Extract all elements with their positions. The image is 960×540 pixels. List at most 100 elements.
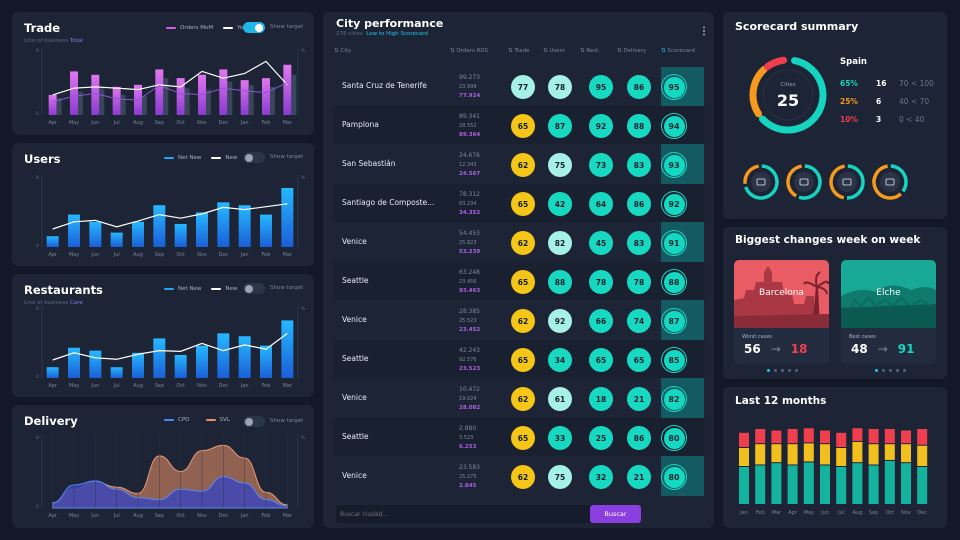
rest-score: 66 (589, 309, 613, 333)
stat-count: 16 (876, 79, 887, 88)
x-tick-label: Nov (197, 252, 207, 258)
trade-bar-orders (91, 74, 100, 115)
bar-net-new (217, 333, 230, 378)
table-row[interactable]: Seattle 2.880 3.523 6.253 65 33 25 86 80 (333, 418, 705, 456)
orders-value: 89.341 (459, 113, 480, 120)
table-row[interactable]: San Sebastián 24.676 12.343 24.567 62 75 73 83 9… (333, 145, 705, 183)
delivery-score: 86 (627, 192, 651, 216)
stacked-bar-segment (901, 444, 911, 463)
x-tick-label: Aug (133, 383, 143, 389)
stacked-bar-segment (901, 430, 911, 444)
x-tick-label: Apr (48, 120, 58, 126)
restaurants-show-target-toggle[interactable] (243, 283, 265, 294)
x-tick-label: Jul (113, 252, 120, 258)
x-tick-label: Mar (283, 120, 293, 126)
trade-bar-yoy (227, 81, 233, 115)
x-tick-label: Mar (283, 383, 293, 389)
bar-net-new (110, 367, 123, 378)
search-button[interactable]: Buscar (590, 505, 641, 523)
orders-value: 10.472 (459, 386, 480, 393)
best-case-card[interactable]: Elche Best cases 48 → 91 (841, 260, 936, 364)
orders-values: 54.453 25.823 53.239 (459, 229, 480, 258)
x-tick-label: Apr (48, 383, 58, 389)
show-target-label: Show target (270, 154, 304, 160)
column-header-users[interactable]: ⇅ Users (543, 48, 565, 54)
mini-ring-teal (890, 164, 908, 193)
trade-bar-yoy (270, 86, 275, 115)
cpo-area (52, 476, 288, 509)
bar-net-new (46, 367, 59, 378)
orders-value: 24.676 (459, 152, 480, 159)
trade-bar-orders (219, 69, 228, 115)
scorecard-value: 85 (663, 349, 685, 371)
table-row[interactable]: Seattle 63.248 23.456 93.463 65 88 78 78 88 (333, 262, 705, 300)
stacked-bar-segment (771, 430, 782, 444)
trade-legend: Orders MoM YoY (166, 25, 246, 31)
restaurants-panel: Restaurants Line of business Core Net Ne… (12, 274, 314, 397)
column-header-scorecard[interactable]: ⇅ Scorecard (661, 48, 695, 54)
delivery-score: 74 (627, 309, 651, 333)
table-row[interactable]: Venice 54.453 25.823 53.239 62 82 45 83 91 (333, 223, 705, 261)
orders-value: 93.463 (459, 288, 481, 294)
scorecard-summary-title: Scorecard summary (735, 20, 859, 33)
carousel-dots[interactable] (875, 369, 906, 372)
table-row[interactable]: Venice 28.385 25.523 23.452 62 92 66 74 87 (333, 301, 705, 339)
mini-ring-orange (829, 164, 845, 200)
table-row[interactable]: Venice 10.472 19.024 28.082 62 61 18 21 82 (333, 379, 705, 417)
rest-score: 25 (589, 426, 613, 450)
barcelona-photo (734, 260, 829, 328)
table-row[interactable]: Santa Cruz de Tenerife 99.273 23.999 77.924… (333, 67, 705, 105)
more-vertical-icon[interactable] (702, 21, 706, 36)
scorecard-score: 92 (661, 191, 687, 217)
sort-icon: ⇅ (617, 48, 622, 54)
trade-show-target-toggle[interactable] (243, 22, 265, 33)
table-row[interactable]: Venice 23.583 25.275 2.845 62 75 32 21 80 (333, 457, 705, 495)
orders-value: 83.234 (459, 200, 477, 207)
trade-line (52, 60, 288, 96)
trade-chart: 8 0% Apr May Jun Jul Aug Sep Oct Nov Dec Jan Feb Mar (36, 48, 306, 126)
table-row[interactable]: Seattle 42.243 92.576 23.523 65 34 65 65 85 (333, 340, 705, 378)
stacked-bar-segment (820, 444, 830, 465)
orders-value: 12.343 (459, 161, 477, 168)
x-tick-label: Oct (176, 383, 185, 389)
show-target-label: Show target (270, 24, 304, 30)
column-header-trade[interactable]: ⇅ Trade (508, 48, 530, 54)
trade-bar-yoy (206, 89, 211, 115)
column-header-orders[interactable]: ⇅ Orders RDS (450, 48, 489, 54)
delivery-show-target-toggle[interactable] (243, 416, 265, 427)
restaurants-legend: Net New New (164, 286, 237, 292)
show-target-label: Show target (270, 285, 304, 291)
carousel-dots[interactable] (767, 369, 798, 372)
column-header-city[interactable]: ⇅ City (334, 48, 352, 54)
orders-values: 2.880 3.523 6.253 (459, 424, 476, 453)
city-name: Santiago de Composte... (342, 198, 435, 207)
orders-values: 24.676 12.343 24.567 (459, 151, 480, 180)
arrow-right-icon: → (770, 342, 781, 356)
city-name: Santa Cruz de Tenerife (342, 81, 427, 90)
trade-bar-yoy (120, 94, 126, 115)
legend-swatch (164, 288, 174, 290)
table-row[interactable]: Santiago de Composte... 78.312 83.234 34.35… (333, 184, 705, 222)
table-row[interactable]: Pamplona 89.341 28.552 89.364 65 87 92 88 94 (333, 106, 705, 144)
column-header-rest[interactable]: ⇅ Rest. (580, 48, 601, 54)
stacked-bar-segment (836, 467, 847, 504)
users-score: 42 (548, 192, 572, 216)
column-header-delivery[interactable]: ⇅ Delivery (617, 48, 647, 54)
orders-value: 23.583 (459, 464, 480, 471)
x-tick-label: Nov (197, 383, 207, 389)
y-tick-label: 0 (36, 243, 39, 249)
rest-score: 32 (589, 465, 613, 489)
users-score: 82 (548, 231, 572, 255)
chef-hat-icon-glyph (842, 178, 852, 186)
stacked-bar-segment (884, 429, 895, 444)
trade-score: 62 (511, 387, 535, 411)
search-input[interactable] (340, 507, 580, 521)
city-name: Seattle (342, 276, 369, 285)
trade-score: 62 (511, 465, 535, 489)
scorecard-value: 91 (663, 232, 685, 254)
users-show-target-toggle[interactable] (243, 152, 265, 163)
orders-values: 78.312 83.234 34.352 (459, 190, 480, 219)
x-tick-label: Mar (283, 513, 293, 519)
worst-case-card[interactable]: Barcelona Worst cases 56 → 18 (734, 260, 829, 364)
sort-icon: ⇅ (580, 48, 585, 54)
